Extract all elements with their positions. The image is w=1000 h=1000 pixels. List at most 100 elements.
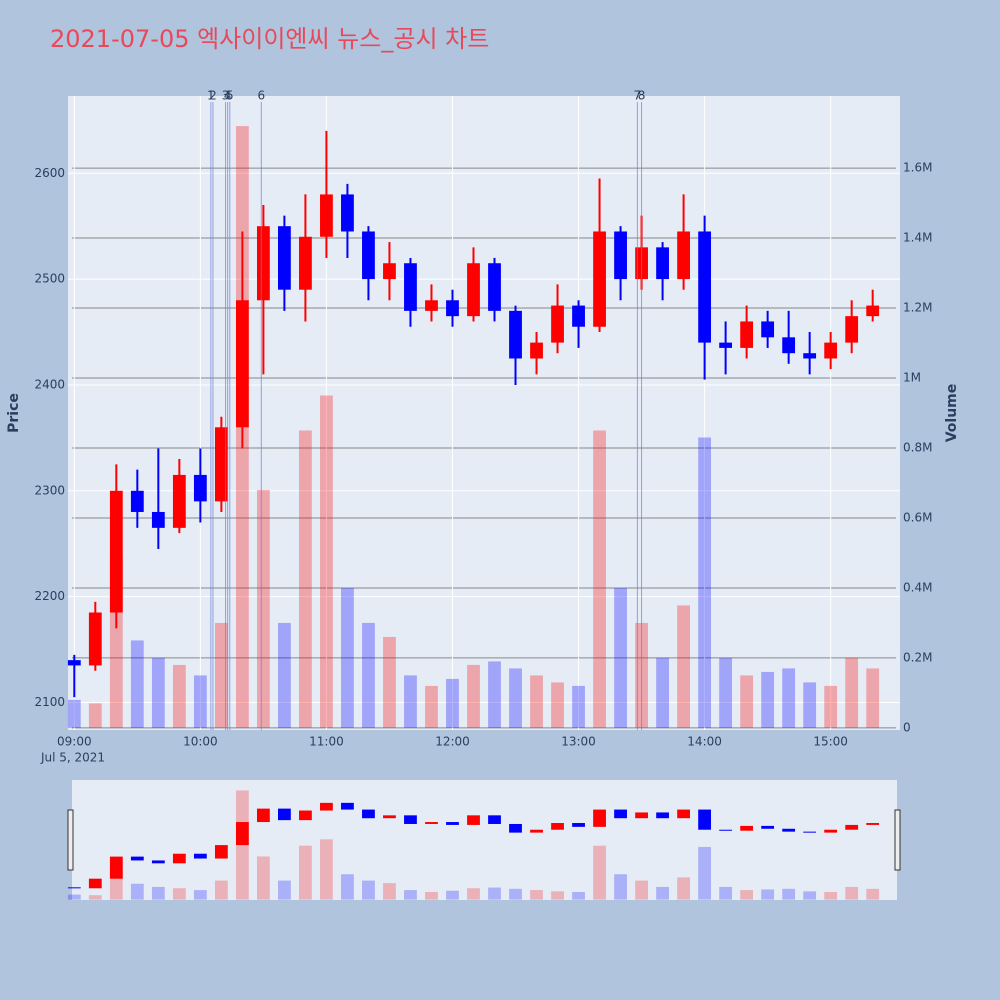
range-slider[interactable]	[72, 780, 897, 900]
range-handle[interactable]	[894, 809, 901, 871]
candle-body	[88, 612, 102, 666]
mini-volume-bar	[404, 890, 417, 900]
y2-tick-label: 1.4M	[903, 231, 932, 245]
mini-volume-bar	[88, 895, 102, 900]
candle-body	[299, 236, 312, 290]
mini-candle	[614, 809, 627, 819]
candle-body	[530, 342, 543, 359]
mini-candle	[235, 822, 249, 846]
candle-body	[677, 231, 690, 280]
candle-body	[467, 263, 480, 317]
y-axis-title: Price	[6, 393, 22, 433]
mini-volume-bar	[362, 880, 375, 900]
y2-tick-label: 0	[903, 720, 911, 734]
volume-bar	[719, 657, 733, 728]
mini-candle	[803, 831, 817, 833]
mini-candle	[278, 808, 291, 821]
y-tick-label: 2400	[34, 377, 65, 391]
candle-body	[67, 660, 81, 666]
candle-body	[824, 342, 838, 359]
candle-body	[698, 231, 712, 343]
candle-body	[235, 300, 249, 428]
mini-candle	[404, 815, 417, 824]
mini-candle	[299, 810, 312, 821]
candle-body	[130, 490, 144, 512]
mini-volume-bar	[320, 839, 333, 900]
volume-bar	[593, 430, 606, 728]
mini-volume-bar	[151, 886, 165, 900]
volume-bar	[404, 675, 417, 728]
candle-body	[320, 194, 333, 237]
range-handle[interactable]	[67, 809, 74, 871]
candle-body	[256, 226, 270, 301]
candle-body	[214, 427, 228, 502]
volume-bar	[782, 668, 796, 728]
mini-candle	[845, 824, 859, 830]
mini-volume-bar	[446, 890, 459, 900]
mini-candle	[677, 809, 690, 819]
mini-volume-bar	[782, 888, 796, 900]
volume-bar	[740, 675, 754, 728]
news-label: 1	[207, 89, 215, 103]
mini-candle	[740, 825, 754, 831]
volume-bar	[425, 685, 438, 728]
candle-body	[172, 474, 186, 528]
y-tick-label: 2600	[34, 166, 65, 180]
y2-tick-label: 0.8M	[903, 440, 932, 454]
candle-body	[614, 231, 627, 280]
volume-bar	[130, 640, 144, 728]
candle-body	[551, 305, 564, 343]
mini-candle	[109, 856, 123, 879]
mini-volume-bar	[761, 889, 775, 900]
candle-body	[109, 490, 123, 613]
mini-volume-bar	[572, 892, 585, 900]
mini-candle	[719, 829, 733, 831]
volume-bar	[614, 587, 627, 728]
candle-body	[593, 231, 606, 327]
news-label: 4	[224, 89, 232, 103]
mini-candle	[593, 809, 606, 827]
volume-bar	[761, 671, 775, 728]
mini-candle	[341, 802, 354, 810]
mini-volume-bar	[530, 890, 543, 900]
candle-body	[404, 263, 417, 311]
candle-body	[362, 231, 375, 280]
mini-volume-bar	[488, 887, 501, 900]
mini-candle	[67, 887, 81, 889]
x-tick-label: 09:00	[57, 735, 92, 749]
volume-bar	[572, 685, 585, 728]
mini-volume-bar	[740, 890, 754, 900]
news-label: 6	[257, 89, 265, 103]
x-date-label: Jul 5, 2021	[40, 751, 105, 765]
mini-volume-bar	[425, 892, 438, 900]
candle-body	[488, 263, 501, 311]
mini-volume-bar	[67, 894, 81, 900]
mini-volume-bar	[278, 880, 291, 900]
mini-candle	[193, 853, 207, 859]
x-tick-label: 15:00	[813, 735, 848, 749]
volume-bar	[446, 678, 459, 728]
news-label: 2	[209, 89, 217, 103]
volume-bar	[509, 668, 522, 728]
news-label: 3	[222, 89, 230, 103]
y-tick-label: 2200	[34, 589, 65, 603]
mini-volume-bar	[256, 856, 270, 900]
mini-volume-bar	[614, 874, 627, 900]
mini-volume-bar	[172, 888, 186, 900]
candle-body	[383, 263, 396, 280]
mini-candle	[551, 823, 564, 830]
volume-bar	[362, 622, 375, 728]
news-label: 7	[634, 89, 642, 103]
candle-body	[782, 337, 796, 354]
y2-tick-label: 1.2M	[903, 301, 932, 315]
mini-volume-bar	[677, 877, 690, 900]
mini-volume-bar	[593, 845, 606, 900]
x-tick-label: 11:00	[309, 735, 344, 749]
mini-volume-bar	[656, 886, 669, 900]
mini-candle	[151, 860, 165, 864]
candle-body	[656, 247, 669, 280]
mini-volume-bar	[193, 890, 207, 900]
volume-bar	[151, 657, 165, 728]
mini-candle	[782, 828, 796, 832]
mini-candle	[761, 825, 775, 829]
